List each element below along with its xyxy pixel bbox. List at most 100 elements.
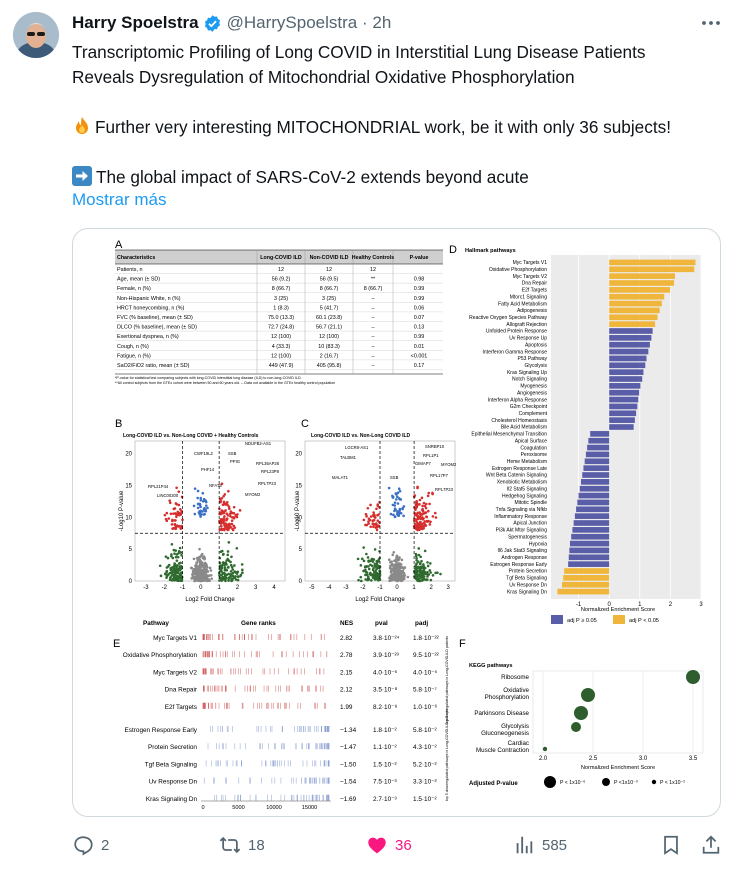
volcano-point-fc <box>364 573 367 577</box>
bookmark-button[interactable] <box>660 832 689 858</box>
pathway-label: Epithelial Mesenchymal Transition <box>471 432 547 438</box>
panel-d-xlabel: Normalized Enrichment Score <box>581 607 655 613</box>
panel-b-xlabel: Log2 Fold Change <box>185 597 235 603</box>
pathway-label: Interferon Alpha Response <box>488 397 547 403</box>
pval-value: 1.8·10⁻² <box>373 727 397 734</box>
table-cell: SaO2/FiO2 ratio, mean (± SD) <box>117 363 190 369</box>
volcano-point-fc <box>415 574 418 577</box>
table-cell: 10 (83.3) <box>318 344 340 350</box>
nes-value: 2.15 <box>340 669 353 676</box>
tweet-image[interactable]: A Characteristics Long-COVID ILD Non-COVID… <box>72 228 721 817</box>
pathway-name: E2f Targets <box>165 704 197 711</box>
volcano-point-p <box>201 510 204 513</box>
volcano-point-sig <box>433 511 437 515</box>
padj-value: 5.8·10⁻² <box>413 727 437 734</box>
table-header-cell: Non-COVID ILD <box>310 255 349 261</box>
volcano-point-p <box>394 508 397 512</box>
volcano-point-sig <box>418 515 422 519</box>
enrichment-bar <box>578 492 610 499</box>
author-handle[interactable]: @HarrySpoelstra <box>226 13 358 32</box>
volcano-point-sig <box>236 513 239 516</box>
volcano-point-fc <box>223 566 227 569</box>
volcano-point-sig <box>228 507 231 511</box>
volcano-point-fc <box>180 553 183 557</box>
show-more-link[interactable]: Mostrar más <box>72 190 167 209</box>
pathway-name: Oxidative Phosphorylation <box>123 652 198 659</box>
y-tick-label: 20 <box>295 452 302 458</box>
reply-button[interactable]: 2 <box>72 832 109 858</box>
volcano-point-fc <box>227 559 231 562</box>
table-cell: 0.07 <box>414 315 425 321</box>
volcano-point-sig <box>376 504 380 508</box>
volcano-point-fc <box>429 578 433 582</box>
volcano-point-fc <box>414 554 418 558</box>
legend-swatch-ns <box>551 615 563 624</box>
volcano-point-sig <box>222 527 225 531</box>
volcano-point-fc <box>365 573 369 577</box>
enrichment-bar <box>609 259 696 266</box>
volcano-point-fc <box>361 557 364 561</box>
volcano-point-fc <box>225 559 228 562</box>
x-tick-label: 1 <box>638 602 642 608</box>
volcano-point-p <box>397 497 401 500</box>
volcano-point-sig <box>225 527 228 530</box>
panel-f-label: F <box>459 638 466 650</box>
volcano-point-ns <box>395 576 399 580</box>
volcano-point-sig <box>434 516 438 519</box>
volcano-point-sig <box>418 498 422 502</box>
volcano-point-sig <box>426 494 430 498</box>
timestamp[interactable]: 2h <box>372 13 392 32</box>
kegg-pathway-label: Muscle Contraction <box>476 747 530 754</box>
volcano-point-sig <box>420 496 424 500</box>
x-tick-label: 3 <box>447 585 451 591</box>
volcano-point-sig <box>372 511 375 514</box>
volcano-point-p <box>401 507 404 511</box>
pathway-name: Kras Signaling Dn <box>146 796 198 803</box>
pathway-label: Tnfa Signaling via Nfkb <box>496 507 548 513</box>
volcano-point-p <box>202 497 206 501</box>
volcano-point-sig <box>376 513 379 517</box>
volcano-point-fc <box>172 574 176 577</box>
volcano-point-fc <box>375 577 378 581</box>
fire-emoji <box>72 117 95 137</box>
kegg-point <box>571 722 581 732</box>
volcano-point-fc <box>417 553 421 557</box>
volcano-point-ns <box>396 579 400 583</box>
volcano-point-ns <box>191 574 194 578</box>
volcano-point-fc <box>178 568 182 572</box>
pathway-label: Estrogen Response Late <box>492 466 547 472</box>
volcano-point-ns <box>200 573 204 577</box>
volcano-point-fc <box>365 552 368 556</box>
share-button[interactable] <box>700 832 729 858</box>
table-cell: 8 (66.7) <box>272 286 291 292</box>
volcano-point-sig <box>180 527 183 530</box>
views-button[interactable]: 585 <box>513 832 567 858</box>
panel-a: A Characteristics Long-COVID ILD Non-COVID… <box>115 239 443 385</box>
repost-button[interactable]: 18 <box>219 832 265 858</box>
volcano-point-fc <box>175 559 179 562</box>
table-header-cell: Healthy Controls <box>352 255 394 261</box>
enrichment-bar <box>609 417 635 423</box>
gene-label: LINC00200 <box>157 493 179 498</box>
padj-value: 4.0·10⁻⁵ <box>413 669 437 676</box>
volcano-point-ns <box>195 556 199 560</box>
legend-large-label: P < 1x10⁻⁶ <box>560 780 585 786</box>
volcano-point-sig <box>374 522 378 525</box>
like-button[interactable]: 36 <box>366 832 412 858</box>
pathway-label: Mtorc1 Signaling <box>510 294 547 300</box>
pathway-label: G2m Checkpoint <box>510 404 548 410</box>
pval-value: 1.1·10⁻² <box>373 744 397 751</box>
volcano-point-fc <box>372 566 375 570</box>
volcano-point-ns <box>398 562 402 566</box>
author-name[interactable]: Harry Spoelstra <box>72 13 199 32</box>
volcano-point-sig <box>369 515 373 518</box>
enrichment-bar <box>609 383 641 389</box>
volcano-point-p <box>193 487 197 490</box>
volcano-point-ns <box>195 566 198 569</box>
volcano-point-fc <box>422 567 426 570</box>
more-options-icon[interactable] <box>700 12 722 34</box>
volcano-point-sig <box>424 524 428 527</box>
volcano-point-sig <box>424 506 428 510</box>
avatar[interactable] <box>13 12 59 58</box>
pathway-label: Bile Acid Metabolism <box>501 425 547 431</box>
